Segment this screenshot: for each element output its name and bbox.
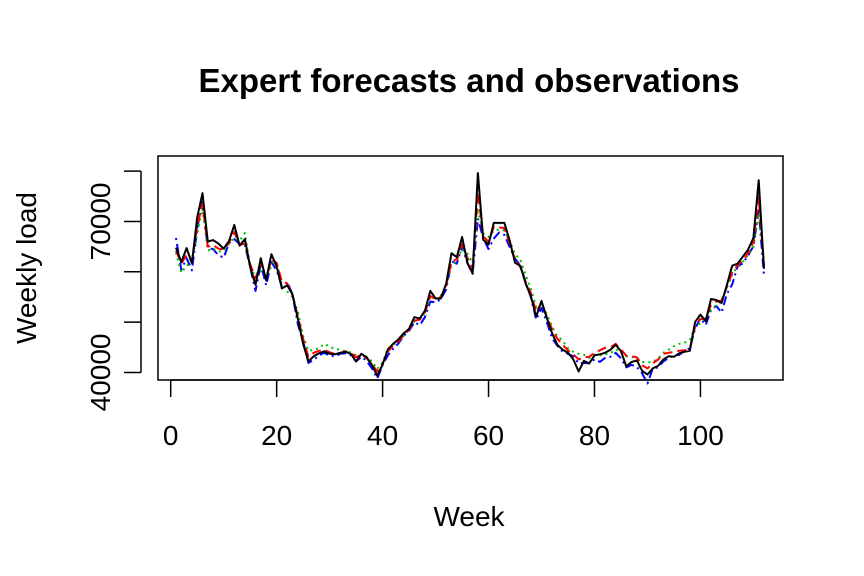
series-group xyxy=(175,172,765,385)
y-axis-label: Weekly load xyxy=(11,192,42,344)
x-tick-label: 0 xyxy=(163,420,179,451)
chart-title: Expert forecasts and observations xyxy=(198,62,739,99)
x-axis: 0 20 40 60 80 100 xyxy=(163,379,724,451)
series-line-2 xyxy=(175,191,765,373)
x-tick-label: 60 xyxy=(473,420,504,451)
x-tick-label: 100 xyxy=(677,420,724,451)
y-tick-label: 40000 xyxy=(85,334,116,412)
series-line-1 xyxy=(175,172,765,377)
series-line-3 xyxy=(175,207,765,370)
x-tick-label: 20 xyxy=(261,420,292,451)
x-tick-label: 80 xyxy=(579,420,610,451)
y-axis: 40000 70000 xyxy=(85,170,142,412)
x-axis-label: Week xyxy=(433,501,505,532)
y-tick-label: 70000 xyxy=(85,183,116,261)
x-tick-label: 40 xyxy=(367,420,398,451)
